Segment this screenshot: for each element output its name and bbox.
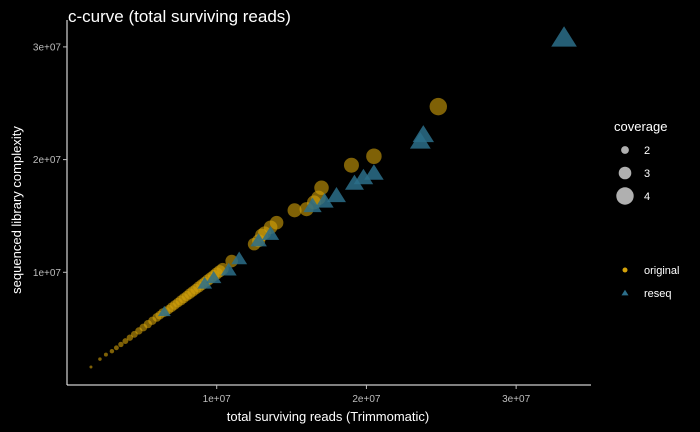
legend-shape-symbol: [621, 289, 629, 296]
size-legend: 2 3 4: [616, 145, 650, 205]
legend-shape-label: original: [644, 265, 679, 277]
data-point-reseq: [303, 197, 322, 213]
data-point-reseq: [157, 305, 171, 317]
y-axis-label: sequenced library complexity: [9, 126, 24, 294]
y-tick-label: 2e+07: [33, 155, 62, 166]
legend-size-label: 3: [644, 168, 650, 180]
legend: coverage 2 3 4 original reseq: [614, 119, 679, 300]
x-axis-label: total surviving reads (Trimmomatic): [227, 409, 430, 424]
data-point-reseq: [344, 174, 364, 190]
y-tick-label: 1e+07: [33, 268, 62, 279]
series-reseq: [157, 26, 577, 317]
legend-size-symbol: [618, 166, 632, 180]
chart-title: c-curve (total surviving reads): [68, 7, 291, 26]
data-point-reseq: [412, 125, 435, 143]
data-point-original: [122, 338, 129, 344]
y-tick-label: 3e+07: [33, 42, 62, 53]
data-point-original: [103, 352, 108, 357]
data-point-reseq: [220, 262, 237, 276]
data-point-original: [314, 180, 329, 196]
data-point-reseq: [353, 168, 374, 185]
x-tick-label: 2e+07: [352, 394, 381, 405]
data-point-original: [113, 345, 119, 351]
legend-shape-label: reseq: [644, 288, 672, 300]
x-tick-label: 3e+07: [502, 394, 531, 405]
legend-size-symbol: [621, 146, 629, 154]
data-point-reseq: [197, 276, 213, 289]
data-point-original: [269, 215, 284, 230]
data-point-reseq: [262, 226, 280, 240]
data-point-reseq: [326, 187, 346, 203]
legend-size-symbol: [616, 187, 634, 205]
data-point-reseq: [206, 270, 222, 284]
data-point-reseq: [551, 26, 577, 47]
points-layer: [89, 26, 577, 369]
data-point-original: [109, 348, 115, 354]
data-point-original: [98, 357, 102, 361]
data-point-reseq: [315, 192, 334, 208]
data-point-original: [343, 157, 359, 173]
legend-shape-symbol: [622, 267, 628, 273]
data-point-original: [287, 203, 302, 218]
legend-size-label: 2: [644, 145, 650, 157]
legend-size-label: 4: [644, 191, 650, 203]
data-point-reseq: [364, 164, 384, 180]
data-point-reseq: [231, 251, 248, 265]
data-point-original: [366, 148, 382, 164]
y-ticks: 1e+07 2e+07 3e+07: [33, 42, 67, 279]
data-point-reseq: [250, 233, 267, 247]
data-point-original: [118, 341, 124, 348]
data-point-original: [429, 97, 447, 116]
shape-legend: original reseq: [621, 265, 679, 300]
x-tick-label: 1e+07: [203, 394, 232, 405]
data-point-original: [89, 365, 93, 369]
x-ticks: 1e+07 2e+07 3e+07: [203, 385, 531, 405]
legend-title: coverage: [614, 119, 667, 134]
